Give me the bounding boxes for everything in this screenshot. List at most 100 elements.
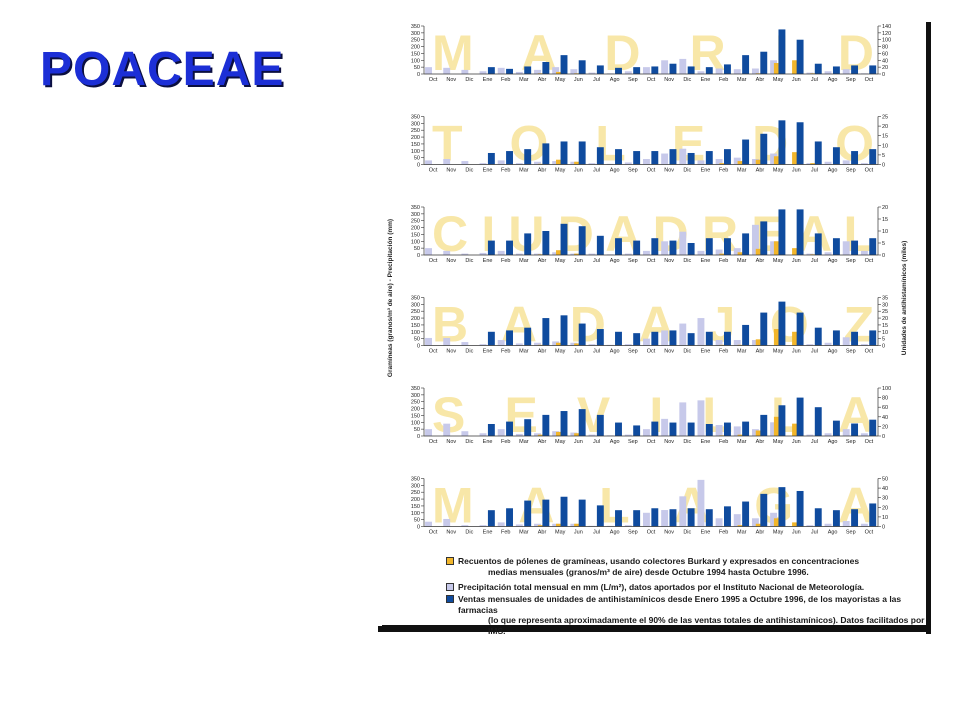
month-label: Mar <box>737 258 747 264</box>
sales-bar <box>851 240 859 255</box>
sales-bar <box>578 60 586 74</box>
pollen-bar <box>792 331 799 346</box>
sales-bar <box>524 233 532 255</box>
precip-bar <box>679 402 687 436</box>
precip-bar <box>661 510 669 527</box>
month-label: May <box>773 439 784 445</box>
month-label: Nov <box>664 77 674 83</box>
left-tick-label: 200 <box>411 226 420 232</box>
precip-bar <box>806 72 814 74</box>
month-label: Jun <box>574 258 583 264</box>
month-label: Sep <box>846 77 856 83</box>
sales-bar <box>796 39 804 74</box>
precip-bar <box>806 525 814 527</box>
precip-bar <box>552 341 560 346</box>
sales-bar <box>669 149 677 165</box>
precip-bar <box>643 67 650 74</box>
month-label: Feb <box>501 530 510 536</box>
month-label: Ene <box>701 168 711 174</box>
month-label: Nov <box>446 258 456 264</box>
sales-bar <box>832 510 840 527</box>
sales-bar <box>778 29 786 74</box>
legend-text: Ventas mensuales de unidades de antihist… <box>458 594 902 615</box>
month-label: May <box>773 349 784 355</box>
pollen-bar <box>755 248 763 255</box>
left-tick-label: 50 <box>414 65 420 71</box>
sales-bar <box>851 509 859 527</box>
right-tick-label: 10 <box>882 330 888 336</box>
sales-bar <box>869 149 877 165</box>
sales-bar <box>796 122 804 165</box>
precip-bar <box>679 323 687 346</box>
right-tick-label: 15 <box>882 323 888 329</box>
left-tick-label: 150 <box>411 142 420 148</box>
sales-bar <box>869 238 877 255</box>
precip-bar <box>515 71 523 74</box>
precip-bar <box>842 69 850 74</box>
left-tick-label: 200 <box>411 407 420 413</box>
right-tick-label: 40 <box>882 58 888 64</box>
left-tick-label: 300 <box>411 31 420 37</box>
month-label: Jul <box>593 258 600 264</box>
month-label: Jul <box>811 349 818 355</box>
right-tick-label: 10 <box>882 143 888 149</box>
month-label: Sep <box>846 349 856 355</box>
month-label: Ago <box>828 168 838 174</box>
pollen-bar <box>792 60 799 74</box>
pollen-bar <box>556 71 563 74</box>
sales-bar <box>596 414 604 436</box>
precip-bar <box>715 249 723 255</box>
sales-bar <box>578 226 586 255</box>
precip-bar <box>479 71 487 74</box>
pollen-bar <box>556 431 563 436</box>
month-label: Sep <box>628 530 638 536</box>
precip-bar <box>515 433 523 436</box>
pollen-bar <box>737 161 745 165</box>
precip-bar <box>715 425 723 436</box>
precip-bar <box>588 253 596 255</box>
pollen-bar <box>537 434 545 436</box>
sales-bar <box>742 324 750 346</box>
sales-bar <box>524 419 532 436</box>
left-tick-label: 0 <box>417 525 420 531</box>
sales-bar <box>578 323 586 346</box>
month-label: Dic <box>683 439 691 445</box>
pollen-bar <box>810 163 818 165</box>
precip-bar <box>824 252 832 255</box>
month-label: Feb <box>719 258 728 264</box>
month-label: Jul <box>593 77 600 83</box>
sales-bar <box>578 409 586 436</box>
month-label: Ago <box>828 349 838 355</box>
precip-bar <box>552 161 560 165</box>
sales-bar <box>705 67 713 74</box>
right-tick-label: 5 <box>882 337 885 343</box>
month-label: Feb <box>501 77 510 83</box>
precip-bar <box>443 423 451 436</box>
sales-bar <box>760 133 768 165</box>
month-label: Abr <box>538 77 547 83</box>
month-label: Oct <box>647 168 656 174</box>
sales-bar <box>487 240 495 255</box>
right-tick-label: 80 <box>882 45 888 51</box>
pollen-bar <box>755 523 763 527</box>
precip-bar <box>715 159 723 165</box>
sales-bar <box>669 509 677 527</box>
left-tick-label: 150 <box>411 323 420 329</box>
pollen-bar <box>574 253 582 255</box>
legend-text: medias mensuales (granos/m³ de aire) des… <box>488 566 809 577</box>
sales-bar <box>796 209 804 255</box>
sales-bar <box>615 149 622 165</box>
pollen-bar <box>737 252 745 255</box>
month-label: Jun <box>574 77 583 83</box>
precip-bar <box>697 250 705 255</box>
month-label: Mar <box>519 258 529 264</box>
month-label: Ene <box>701 439 711 445</box>
month-label: Oct <box>865 77 874 83</box>
precip-bar <box>806 253 814 255</box>
sales-bar <box>487 152 495 165</box>
month-label: Feb <box>719 530 728 536</box>
sales-bar <box>560 496 568 527</box>
left-tick-label: 200 <box>411 45 420 51</box>
right-tick-label: 15 <box>882 134 888 140</box>
month-label: Ago <box>610 168 620 174</box>
